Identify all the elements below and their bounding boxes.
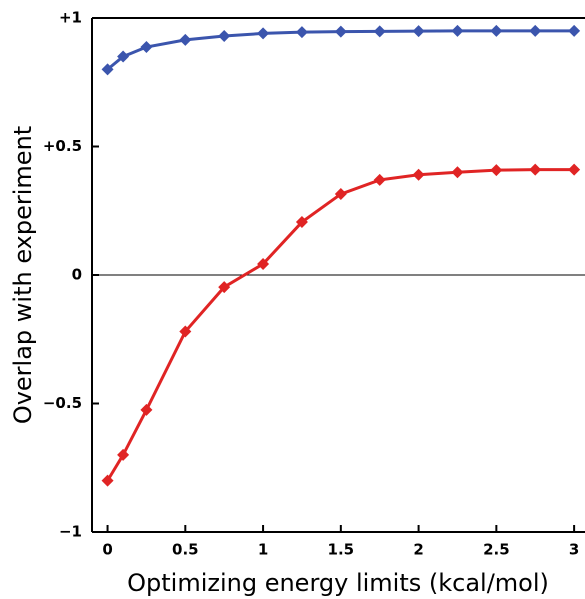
x-tick-label: 1: [258, 541, 268, 559]
marker: [295, 216, 308, 229]
x-tick-label: 2.5: [483, 541, 510, 559]
marker: [490, 24, 503, 37]
marker: [568, 24, 581, 37]
x-tick-label: 2: [413, 541, 423, 559]
y-tick-label: −0.5: [43, 394, 82, 412]
marker: [412, 25, 425, 38]
marker: [218, 29, 231, 42]
marker: [568, 163, 581, 176]
marker: [101, 474, 114, 487]
marker: [451, 24, 464, 37]
marker: [295, 26, 308, 39]
marker: [117, 448, 130, 461]
marker: [529, 163, 542, 176]
x-tick-label: 3: [569, 541, 579, 559]
marker: [179, 33, 192, 46]
marker: [451, 166, 464, 179]
marker: [117, 50, 130, 63]
x-tick-label: 1.5: [328, 541, 355, 559]
x-tick-label: 0: [102, 541, 112, 559]
y-tick-label: +0.5: [43, 137, 82, 155]
marker: [373, 25, 386, 38]
marker: [140, 41, 153, 54]
y-tick-label: +1: [59, 9, 82, 27]
marker: [218, 281, 231, 294]
marker: [373, 173, 386, 186]
marker: [412, 168, 425, 181]
marker: [334, 188, 347, 201]
marker: [179, 325, 192, 338]
marker: [334, 25, 347, 38]
series-line: [106, 29, 575, 71]
series-line: [106, 168, 575, 482]
marker: [140, 403, 153, 416]
marker: [257, 257, 270, 270]
marker: [529, 24, 542, 37]
y-tick-label: 0: [72, 266, 82, 284]
marker: [257, 27, 270, 40]
x-axis-label: Optimizing energy limits (kcal/mol): [127, 569, 549, 597]
y-tick-label: −1: [59, 523, 82, 541]
y-axis-label: Overlap with experiment: [9, 126, 37, 424]
marker: [490, 164, 503, 177]
marker: [101, 63, 114, 76]
x-tick-label: 0.5: [172, 541, 199, 559]
